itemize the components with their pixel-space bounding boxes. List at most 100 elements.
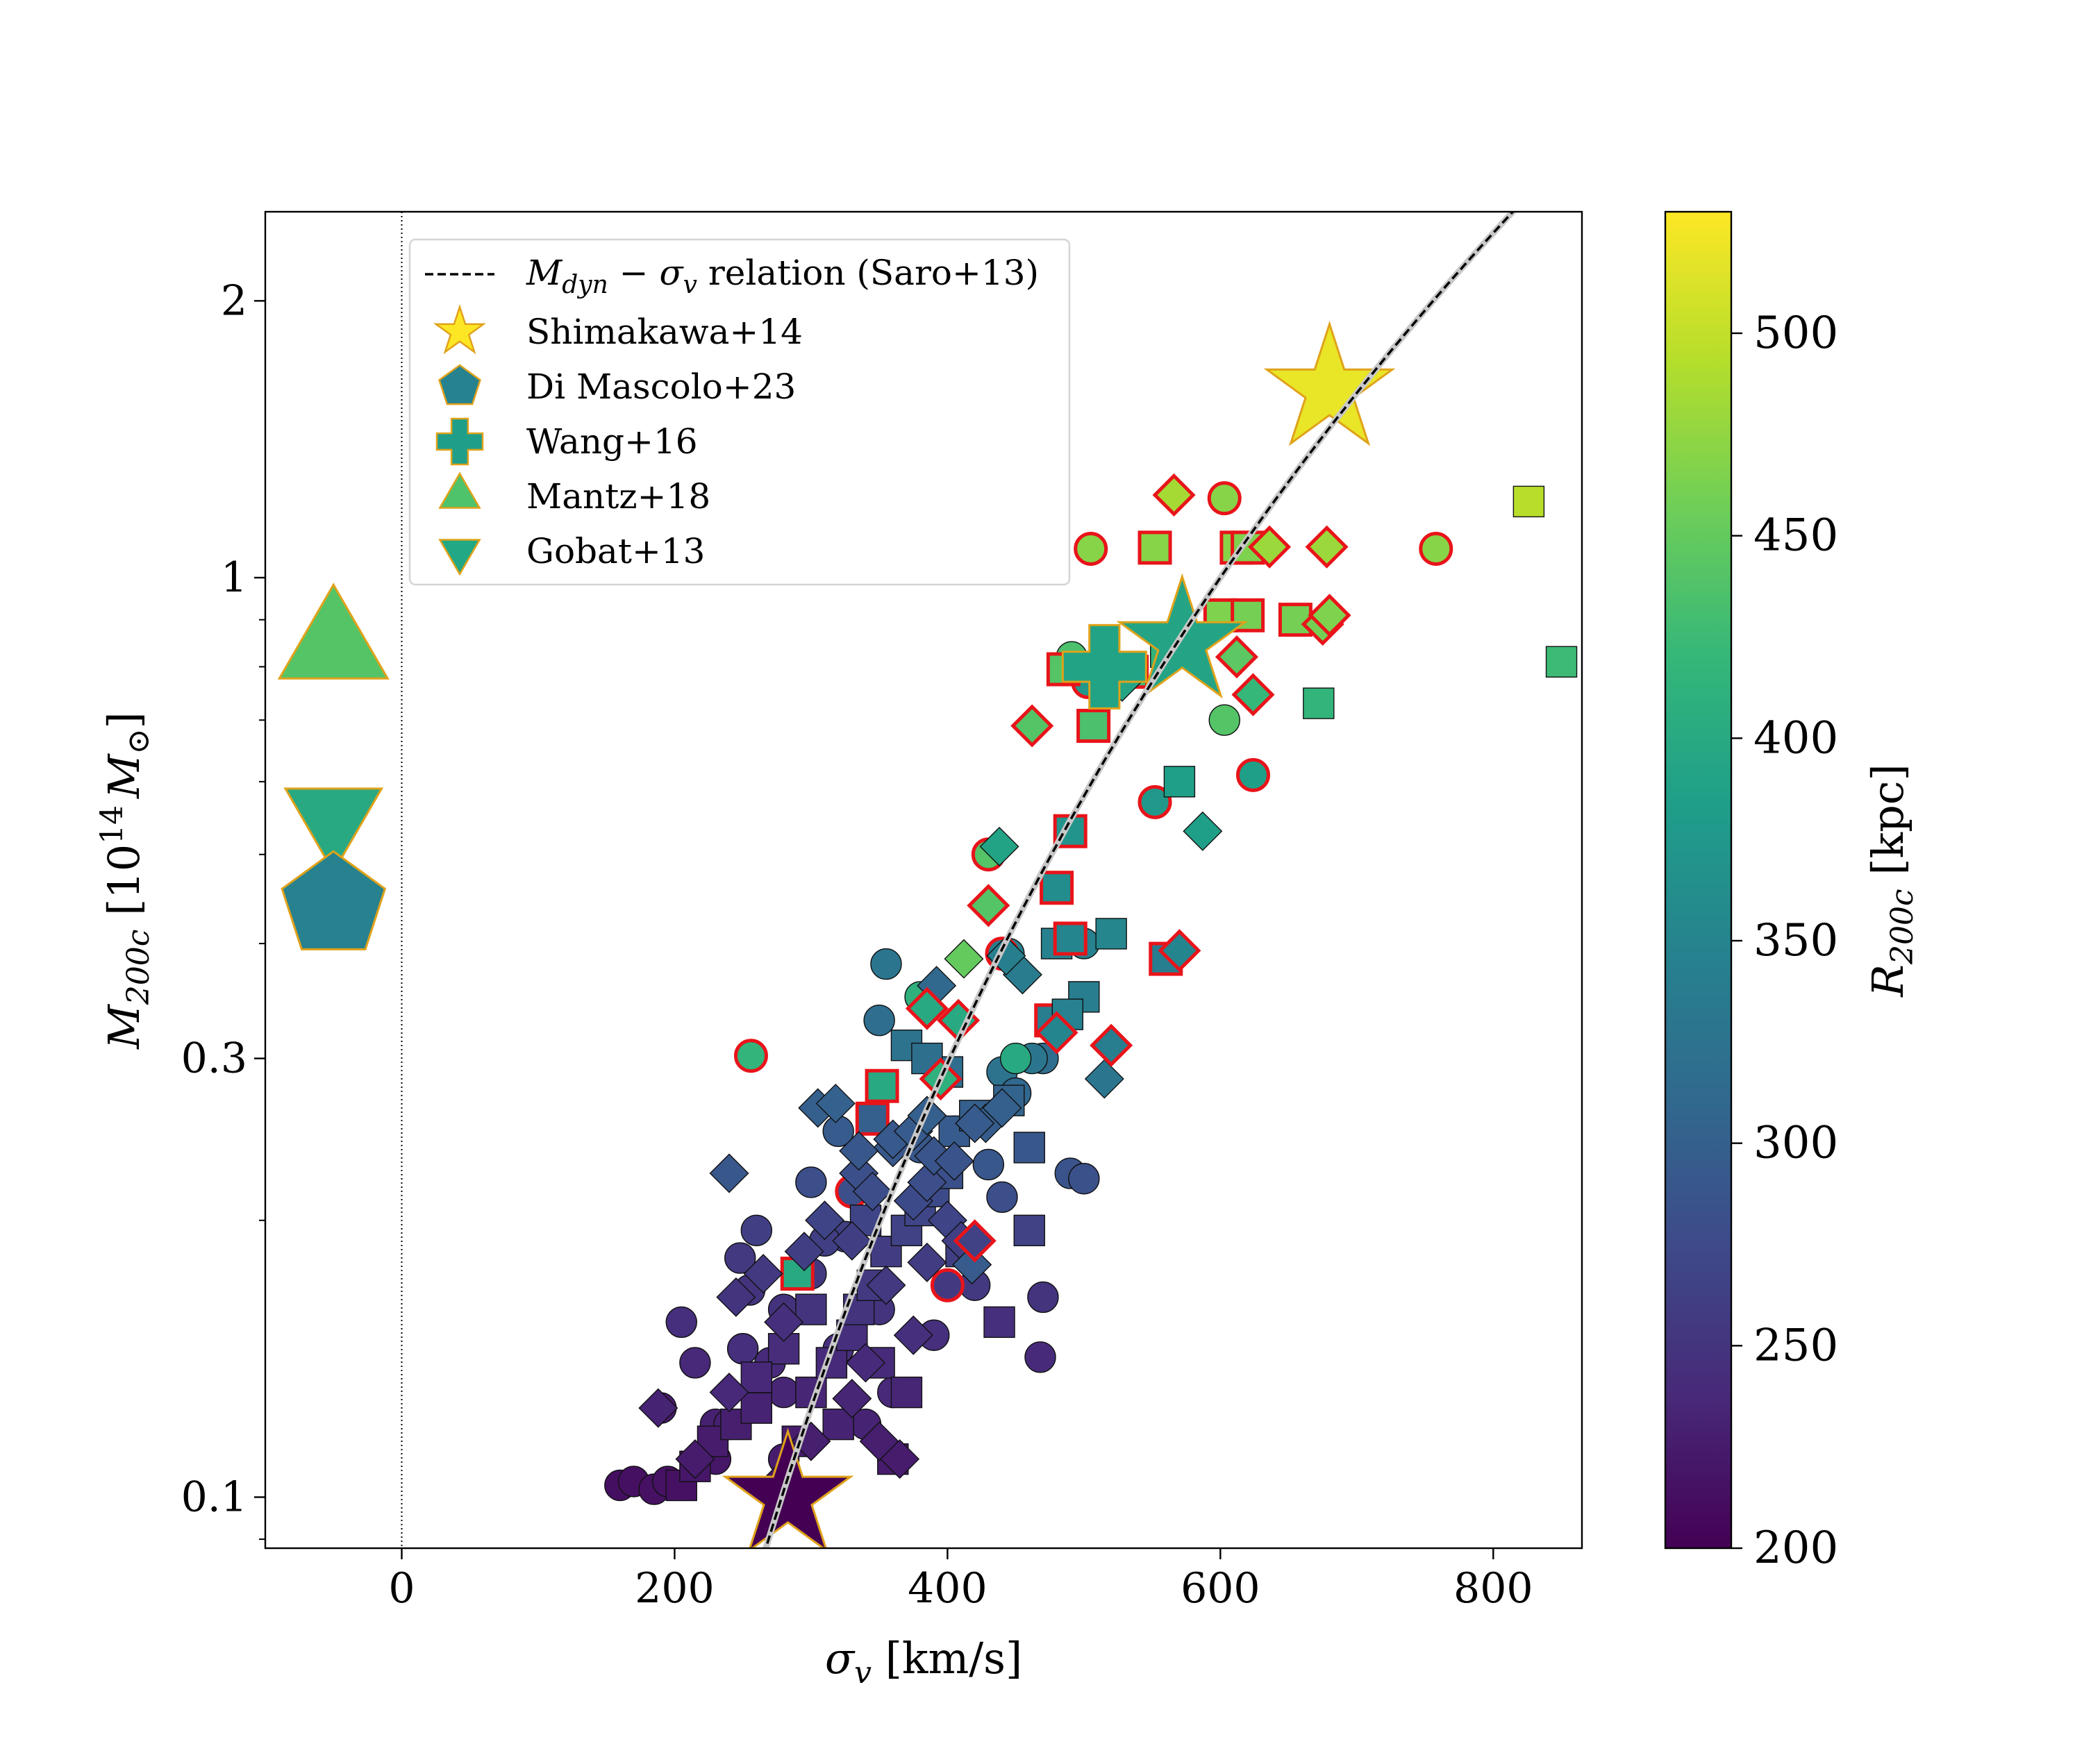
square-point [1163, 766, 1196, 798]
diamond-point [859, 1421, 899, 1461]
square-point [1545, 646, 1578, 678]
circle-point [724, 1242, 756, 1274]
circle-point [1419, 531, 1453, 566]
diamond-point [764, 1302, 804, 1342]
circle-point [740, 1214, 773, 1247]
diamond-point [716, 1277, 756, 1317]
legend: Mdyn − σv relation (Saro+13) Shimakawa+14… [408, 238, 1071, 586]
diamond-point [1215, 635, 1258, 679]
y-axis-label: M200c [1014M⊙] [94, 712, 156, 1049]
circle-point [1068, 1163, 1100, 1195]
diamond-point [1035, 1011, 1078, 1055]
colorbar-tick-label: 450 [1753, 510, 1838, 562]
colorbar-tick-label: 350 [1753, 915, 1838, 966]
diamond-point [953, 1219, 997, 1263]
colorbar-tick-label: 500 [1753, 308, 1838, 359]
legend-entry-label: Wang+16 [526, 421, 698, 462]
diamond-point [880, 1439, 920, 1479]
square-point [890, 1376, 923, 1409]
diamond-point [743, 1254, 783, 1294]
diamond-point [784, 1232, 824, 1272]
diamond-point [1010, 704, 1054, 748]
colorbar-label: R200c [kpc] [1862, 764, 1920, 997]
circle-point [972, 1148, 1005, 1181]
diamond-point [1084, 1059, 1124, 1099]
legend-pentagon-icon [438, 364, 481, 405]
square-point [1040, 871, 1074, 905]
y-tick-label: 1 [221, 553, 247, 602]
diamond-point [1158, 929, 1201, 973]
diamond-point [815, 1083, 856, 1123]
legend-triangle-up-icon [438, 471, 481, 509]
circle-point [1024, 1341, 1056, 1373]
colorbar-tick-label: 400 [1753, 712, 1838, 764]
circle-point [1208, 704, 1240, 736]
legend-star-icon [433, 303, 487, 355]
x-tick-label: 800 [1453, 1564, 1533, 1613]
circle-point [986, 1181, 1018, 1213]
square-point [1138, 530, 1172, 565]
circle-point [733, 1039, 768, 1073]
y-tick-label: 0.3 [181, 1034, 247, 1083]
legend-entry-label: Gobat+13 [526, 531, 705, 571]
circle-point [726, 1333, 759, 1365]
circle-point [1027, 1281, 1059, 1314]
colorbar-tick-label: 300 [1753, 1118, 1838, 1169]
diamond-point [934, 1141, 974, 1181]
square-point [1013, 1132, 1045, 1164]
colorbar: 200 250 300 350 400 450 500 [1664, 210, 1838, 1574]
diamond-point [805, 1200, 845, 1241]
x-tick-label: 600 [1181, 1564, 1260, 1613]
diamond-point [839, 1131, 879, 1171]
diamond-point [1305, 525, 1349, 569]
diamond-point [905, 987, 949, 1030]
square-point [1013, 1214, 1045, 1247]
diamond-point [1248, 525, 1292, 569]
colorbar-tick-label: 200 [1753, 1523, 1838, 1574]
x-tick-label: 0 [388, 1564, 415, 1613]
square-point [1076, 708, 1111, 743]
square-point [1512, 485, 1545, 518]
circle-point [930, 1268, 965, 1302]
legend-entry-label: Shimakawa+14 [526, 312, 803, 352]
y-tick-label: 2 [221, 276, 247, 325]
diamond-point [709, 1373, 749, 1413]
x-tick-label: 200 [635, 1564, 715, 1613]
square-point [1053, 921, 1088, 956]
diamond-point [709, 1153, 749, 1193]
circle-point [1074, 531, 1108, 566]
diamond-point [986, 936, 1026, 976]
diamond-point [907, 1242, 947, 1282]
diamond-point [1308, 594, 1351, 637]
diamond-point [1090, 1023, 1133, 1067]
x-axis-label: σv [km/s] [825, 1633, 1022, 1691]
diamond-point [1231, 673, 1275, 716]
square-point [740, 1361, 773, 1393]
axes-frame [264, 210, 1583, 1550]
square-point [1303, 687, 1335, 719]
diamond-point [832, 1221, 872, 1261]
legend-triangle-down-icon [438, 539, 481, 576]
plot-area [277, 212, 1578, 1548]
legend-entry-label: Mantz+18 [526, 476, 710, 517]
legend-box [408, 238, 1071, 586]
circle-point [767, 1376, 800, 1409]
diamond-point [866, 1265, 906, 1305]
diamond-point [955, 1103, 995, 1143]
diamond-point [846, 1343, 885, 1383]
relation-curve [765, 212, 1515, 1548]
colorbar-tick-label: 250 [1753, 1320, 1838, 1371]
square-point [865, 1068, 899, 1103]
x-tick-label: 400 [908, 1564, 988, 1613]
axis-ticks: 0 200 400 600 800 0.1 0.3 1 2 [181, 276, 1533, 1613]
diamond-point [832, 1378, 872, 1418]
square-point [740, 1392, 773, 1424]
y-tick-label: 0.1 [181, 1473, 247, 1521]
circle-point [1235, 757, 1270, 792]
circle-point [1207, 481, 1242, 516]
diamond-point [982, 1088, 1022, 1128]
circle-point [795, 1166, 827, 1198]
literature-star-marker [722, 1427, 854, 1548]
legend-relation-label: Mdyn − σv relation (Saro+13) [526, 253, 1039, 299]
